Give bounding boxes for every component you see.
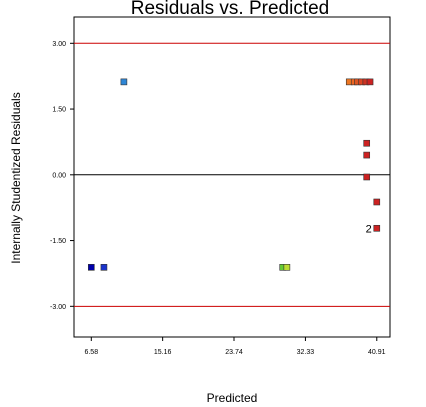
- x-axis-ticks: 6.58 15.16 23.74 32.33 40.91: [84, 337, 386, 356]
- reference-lines: [74, 42, 390, 307]
- data-point: [366, 78, 374, 86]
- y-tick-label: -3.00: [50, 304, 66, 311]
- data-point: [283, 264, 291, 271]
- data-point: [363, 139, 371, 147]
- x-axis-label: Predicted: [207, 391, 258, 405]
- y-tick-label: -1.50: [50, 238, 66, 245]
- data-point: [87, 264, 95, 271]
- data-point: [120, 78, 128, 86]
- y-tick-label: 1.50: [52, 107, 66, 114]
- y-tick-label: 0.00: [52, 172, 66, 179]
- x-tick-label: 23.74: [225, 349, 243, 356]
- point-annotation: 2: [366, 223, 372, 235]
- chart-title: Residuals vs. Predicted: [131, 0, 330, 19]
- x-tick-label: 40.91: [368, 349, 386, 356]
- plot-area: [73, 16, 391, 338]
- x-tick-label: 15.16: [154, 349, 172, 356]
- data-point: [373, 224, 381, 232]
- y-axis-ticks: 3.00 1.50 0.00 -1.50 -3.00: [50, 41, 74, 311]
- y-tick-label: 3.00: [52, 41, 66, 48]
- data-point: [363, 173, 371, 181]
- data-point: [100, 264, 108, 271]
- annotations: 2: [366, 223, 372, 235]
- x-tick-label: 32.33: [297, 349, 315, 356]
- data-points: [87, 78, 381, 271]
- data-point: [373, 198, 381, 206]
- y-axis-label: Internally Studentized Residuals: [9, 92, 23, 263]
- x-tick-label: 6.58: [84, 349, 98, 356]
- data-point: [363, 151, 371, 159]
